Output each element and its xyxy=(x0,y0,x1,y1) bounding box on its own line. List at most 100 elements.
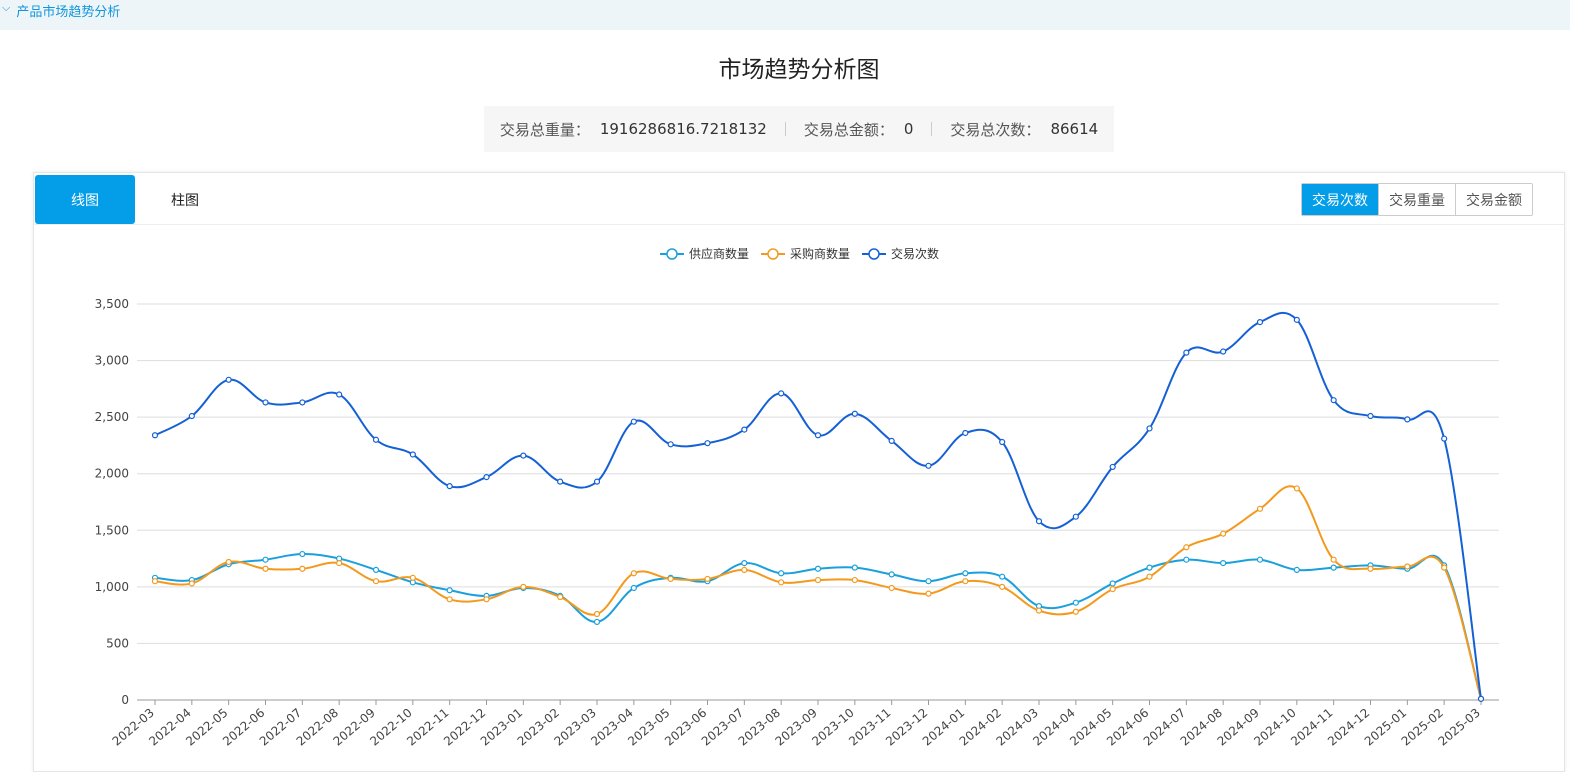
data-point xyxy=(1072,599,1079,606)
y-tick-label: 1,500 xyxy=(95,523,129,537)
legend-label: 交易次数 xyxy=(891,246,939,261)
data-point xyxy=(188,412,195,420)
data-point xyxy=(999,573,1006,580)
series-line-0 xyxy=(154,553,1482,700)
data-point xyxy=(593,610,601,618)
data-point xyxy=(520,452,527,459)
data-point xyxy=(557,478,564,485)
y-tick-label: 3,500 xyxy=(95,297,129,311)
data-point xyxy=(1477,695,1485,702)
data-point xyxy=(1109,586,1116,593)
data-point xyxy=(1183,349,1190,356)
data-point xyxy=(704,440,711,447)
data-point xyxy=(704,575,711,583)
data-point xyxy=(999,583,1006,590)
data-point xyxy=(1035,607,1043,614)
data-point xyxy=(1109,463,1116,471)
data-point xyxy=(1330,564,1337,571)
total-count-label: 交易总次数： xyxy=(950,120,1041,139)
x-tick-label: 2025-03 xyxy=(1436,706,1483,749)
data-point xyxy=(851,410,858,417)
data-point xyxy=(741,566,748,573)
data-point xyxy=(151,432,159,439)
data-point xyxy=(1256,319,1264,326)
total-amount-label: 交易总金额： xyxy=(803,120,894,139)
data-point xyxy=(299,565,306,572)
data-point xyxy=(814,565,822,572)
data-point xyxy=(962,578,969,585)
data-point xyxy=(741,426,748,433)
data-point xyxy=(778,570,785,577)
data-point xyxy=(225,558,232,566)
data-point xyxy=(520,583,527,590)
stats-bar: 交易总重量： 1916286816.7218132 交易总金额： 0 交易总次数… xyxy=(484,106,1114,152)
data-point xyxy=(1072,513,1079,520)
chart-type-tabs: 线图 柱图 交易次数 交易重量 交易金额 xyxy=(34,173,1564,225)
data-point xyxy=(1035,518,1043,525)
data-point xyxy=(741,559,748,567)
data-point xyxy=(667,575,674,583)
data-point xyxy=(1256,556,1264,563)
data-point xyxy=(483,596,490,603)
data-point xyxy=(1220,559,1227,567)
total-weight-label: 交易总重量： xyxy=(499,120,590,139)
data-point xyxy=(1109,580,1116,587)
y-tick-label: 3,000 xyxy=(95,354,129,368)
data-point xyxy=(262,556,269,563)
data-point xyxy=(888,437,895,445)
data-point xyxy=(999,438,1006,446)
data-point xyxy=(1183,556,1190,563)
metric-toggle-group: 交易次数 交易重量 交易金额 xyxy=(1301,183,1533,216)
data-point xyxy=(593,478,601,485)
data-point xyxy=(372,566,380,573)
data-point xyxy=(262,399,269,406)
data-point xyxy=(557,593,564,601)
y-tick-label: 2,500 xyxy=(95,410,129,424)
data-point xyxy=(925,590,932,597)
data-point xyxy=(409,574,416,581)
data-point xyxy=(1367,412,1374,420)
data-point xyxy=(925,578,932,585)
data-point xyxy=(1220,348,1227,355)
data-point xyxy=(888,584,895,592)
data-point xyxy=(336,559,343,567)
page-title: 市场趋势分析图 xyxy=(718,57,880,83)
divider xyxy=(931,122,933,136)
chevron-down-icon[interactable]: ⌵ xyxy=(2,1,11,14)
data-point xyxy=(151,578,159,585)
data-point xyxy=(1146,425,1153,432)
y-tick-label: 2,000 xyxy=(95,467,129,481)
data-point xyxy=(814,576,822,584)
section-header[interactable]: ⌵ 产品市场趋势分析 xyxy=(0,0,1570,30)
data-point xyxy=(1293,316,1300,323)
data-point xyxy=(483,474,490,481)
y-tick-label: 1,000 xyxy=(95,580,129,594)
series-line-1 xyxy=(154,485,1482,700)
trade-count-button[interactable]: 交易次数 xyxy=(1302,184,1378,215)
data-point xyxy=(1256,505,1264,512)
data-point xyxy=(667,441,674,448)
data-point xyxy=(778,390,785,397)
data-point xyxy=(1441,435,1448,442)
data-point xyxy=(446,587,453,594)
data-point xyxy=(299,550,306,558)
data-point xyxy=(1146,564,1153,571)
data-point xyxy=(851,564,858,571)
data-point xyxy=(593,618,601,626)
data-point xyxy=(409,451,416,458)
data-point xyxy=(1183,544,1190,551)
chart-card: 线图 柱图 交易次数 交易重量 交易金额 xyxy=(33,172,1565,772)
legend-marker xyxy=(767,248,779,260)
data-point xyxy=(299,399,306,406)
trade-amount-button[interactable]: 交易金额 xyxy=(1455,184,1532,215)
data-point xyxy=(630,570,637,577)
y-tick-label: 0 xyxy=(121,693,129,707)
tab-line-chart[interactable]: 线图 xyxy=(35,175,135,224)
tab-bar-chart[interactable]: 柱图 xyxy=(171,192,199,209)
data-point xyxy=(630,418,637,425)
data-point xyxy=(630,584,637,592)
data-point xyxy=(1072,608,1079,615)
series-line-2 xyxy=(154,311,1482,700)
data-point xyxy=(1404,563,1411,570)
trade-weight-button[interactable]: 交易重量 xyxy=(1378,184,1455,215)
